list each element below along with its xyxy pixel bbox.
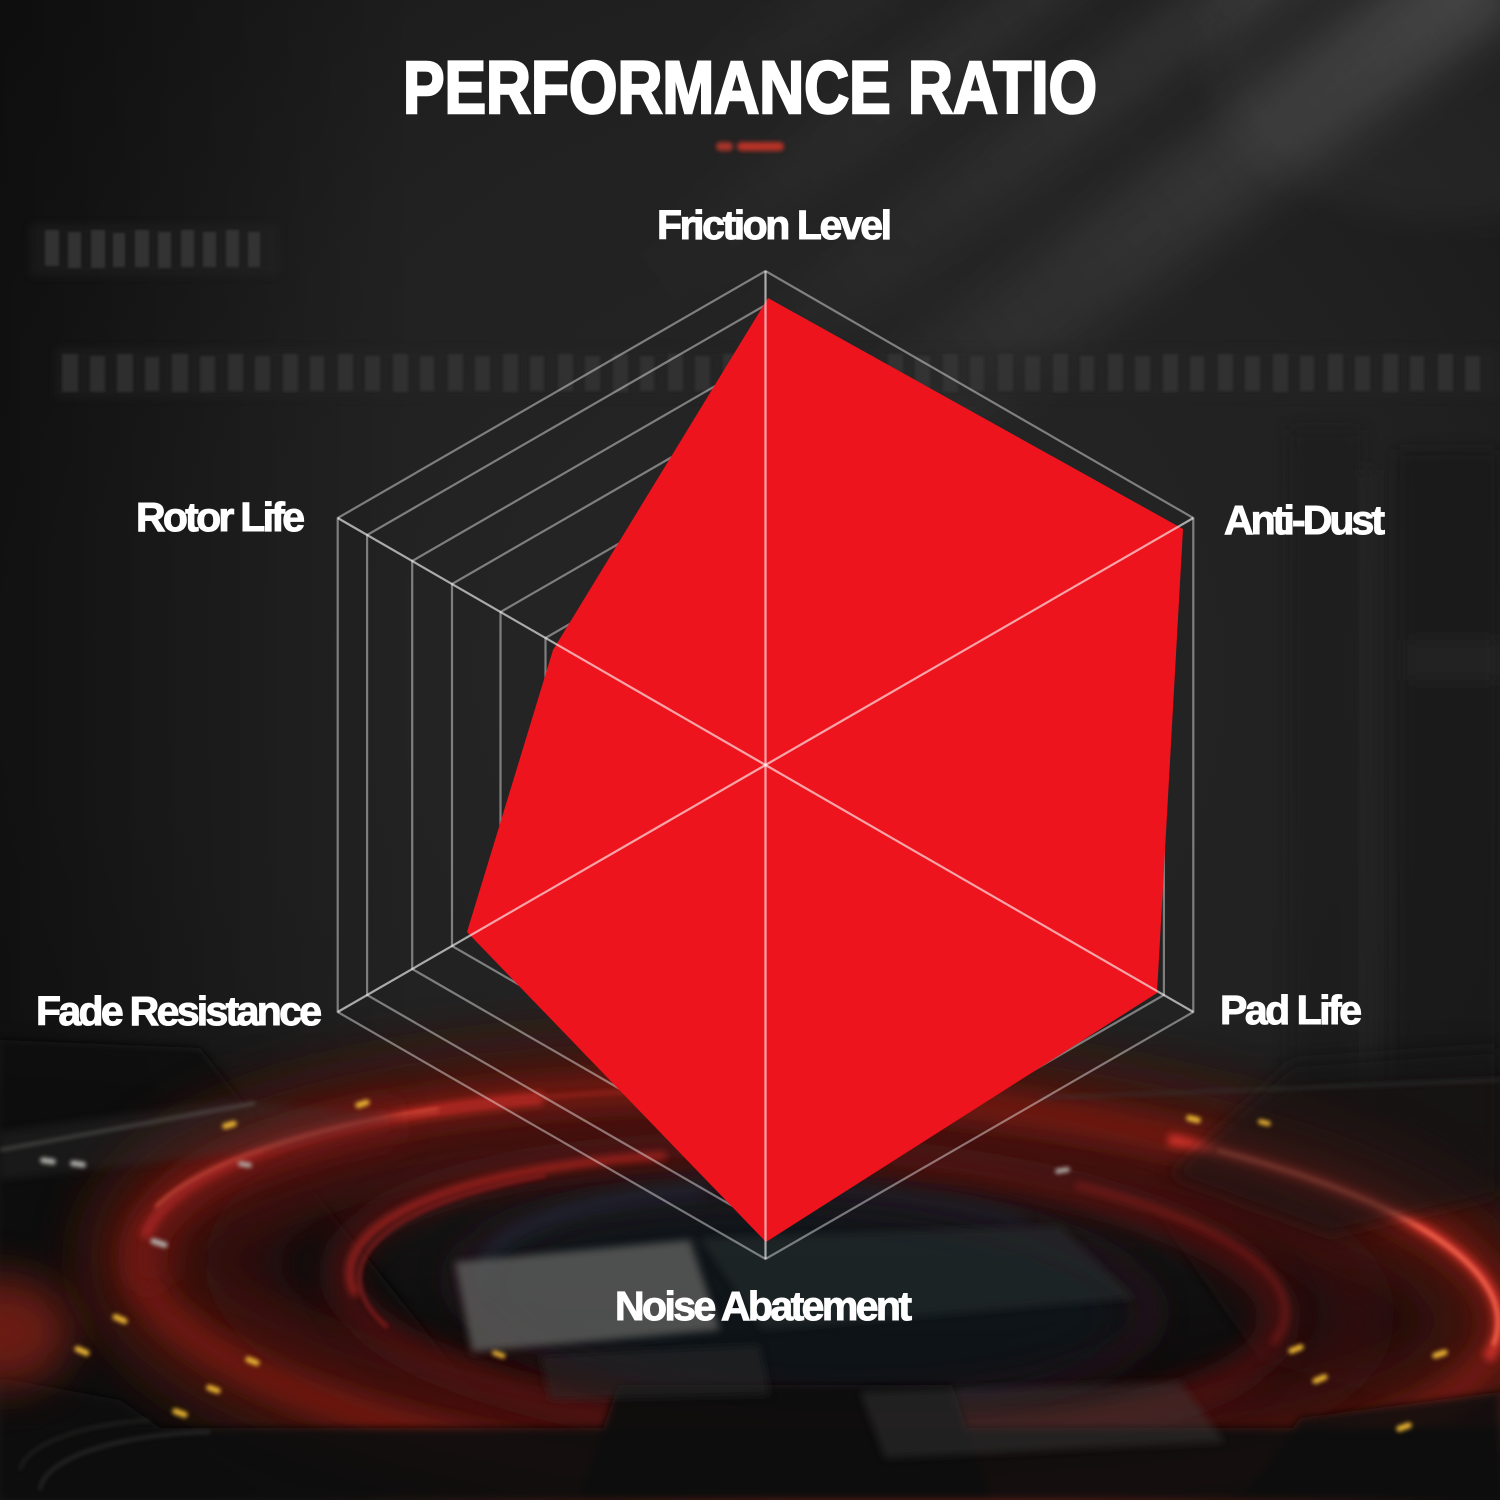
svg-text:Noise Abatement: Noise Abatement bbox=[615, 1283, 912, 1329]
svg-text:PERFORMANCE RATIO: PERFORMANCE RATIO bbox=[403, 46, 1097, 129]
svg-text:Friction Level: Friction Level bbox=[657, 202, 892, 248]
svg-text:Anti-Dust: Anti-Dust bbox=[1224, 497, 1385, 543]
svg-text:Fade Resistance: Fade Resistance bbox=[36, 988, 322, 1034]
svg-text:Pad Life: Pad Life bbox=[1220, 987, 1362, 1033]
svg-text:Rotor Life: Rotor Life bbox=[136, 494, 305, 540]
